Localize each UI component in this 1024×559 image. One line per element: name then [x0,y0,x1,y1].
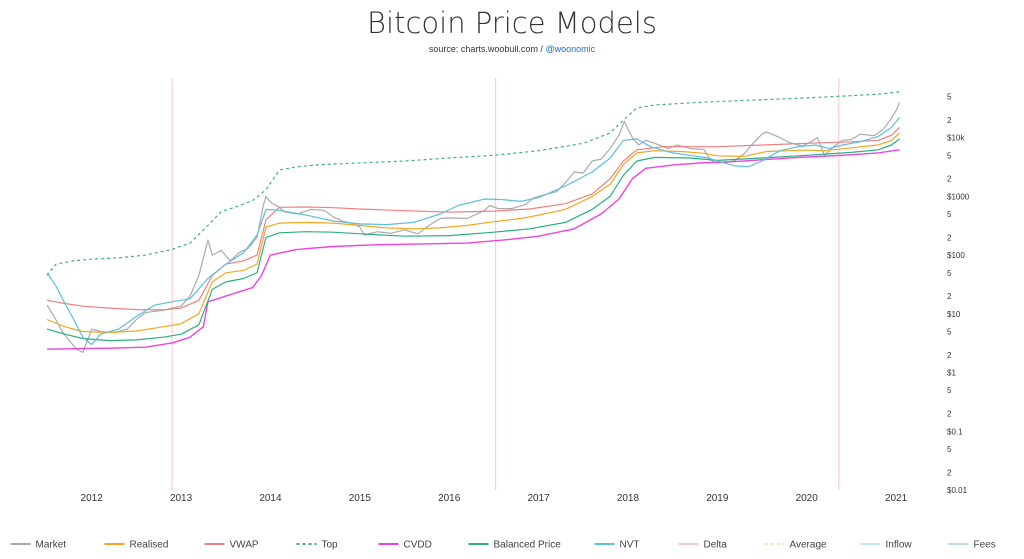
y-tick-label: $0.01 [947,486,968,495]
y-tick-label: $0.1 [947,427,963,436]
y-tick-label: 2 [947,292,952,301]
x-tick-label: 2019 [706,493,729,504]
legend-item-balanced-price[interactable]: Balanced Price [468,540,562,551]
source-text: source: charts.woobull.com / [428,44,546,54]
chart-subtitle: source: charts.woobull.com / @woonomic [0,44,1024,54]
legend-label: Inflow [886,540,913,551]
y-tick-label: $10 [947,310,961,319]
legend-label: Realised [130,540,169,551]
legend-item-market[interactable]: Market [10,540,67,551]
y-tick-label: 5 [947,93,952,102]
legend: Market Realised VWAP Top CVDD Balanced Price N… [10,540,996,551]
y-tick-label: 5 [947,386,952,395]
series-top-line [46,91,900,276]
y-axis-ticks: 5 2 $10k 5 2 $1000 5 2 $100 5 2 $10 5 2 $1 5 2 $0.1 5 2 $0.0… [947,93,970,495]
y-tick-label: 5 [947,151,952,160]
chart-title: Bitcoin Price Models [367,6,657,40]
series-cvdd-line [46,149,900,350]
series-nvt-line [46,117,901,346]
legend-item-cvdd[interactable]: CVDD [378,540,432,551]
y-tick-label: $1 [947,369,956,378]
legend-item-fees[interactable]: Fees [948,540,996,551]
legend-item-inflow[interactable]: Inflow [860,540,913,551]
y-tick-label: $100 [947,251,965,260]
y-tick-label: 5 [947,210,952,219]
legend-label: Market [36,540,67,551]
x-tick-label: 2016 [438,493,461,504]
halving-lines [171,78,840,490]
series-balanced-price-line [46,138,900,342]
x-tick-label: 2015 [349,493,372,504]
y-tick-label: $10k [947,134,965,143]
y-tick-label: 2 [947,410,952,419]
legend-label: Fees [974,540,996,551]
legend-label: Balanced Price [494,540,562,551]
legend-label: VWAP [230,540,259,551]
series-realised-line [46,132,901,334]
x-tick-label: 2018 [617,493,640,504]
y-tick-label: 5 [947,327,952,336]
series-market-line [46,102,901,353]
x-tick-label: 2014 [259,493,282,504]
legend-item-delta[interactable]: Delta [678,540,728,551]
y-tick-label: 2 [947,468,952,477]
series-vwap-line [46,126,901,311]
legend-label: NVT [620,540,640,551]
x-tick-label: 2021 [885,493,908,504]
legend-label: CVDD [404,540,432,551]
y-tick-label: 5 [947,445,952,454]
y-tick-label: 2 [947,116,952,125]
x-tick-label: 2013 [170,493,193,504]
x-tick-label: 2017 [527,493,550,504]
x-tick-label: 2012 [81,493,104,504]
y-tick-label: 2 [947,175,952,184]
source-handle-link[interactable]: @woonomic [545,44,596,54]
legend-item-vwap[interactable]: VWAP [204,540,259,551]
legend-label: Top [322,540,339,551]
y-tick-label: 2 [947,351,952,360]
series-lines [46,91,901,353]
legend-item-top[interactable]: Top [296,540,339,551]
x-axis-ticks: 2012 2013 2014 2015 2016 2017 2018 2019 2020 2021 [81,493,908,504]
x-tick-label: 2020 [796,493,819,504]
legend-item-realised[interactable]: Realised [104,540,169,551]
y-tick-label: 5 [947,269,952,278]
legend-label: Delta [704,540,728,551]
y-tick-label: $1000 [947,192,970,201]
legend-item-nvt[interactable]: NVT [594,540,640,551]
y-tick-label: 2 [947,233,952,242]
legend-item-average[interactable]: Average [764,540,828,551]
legend-label: Average [790,540,828,551]
